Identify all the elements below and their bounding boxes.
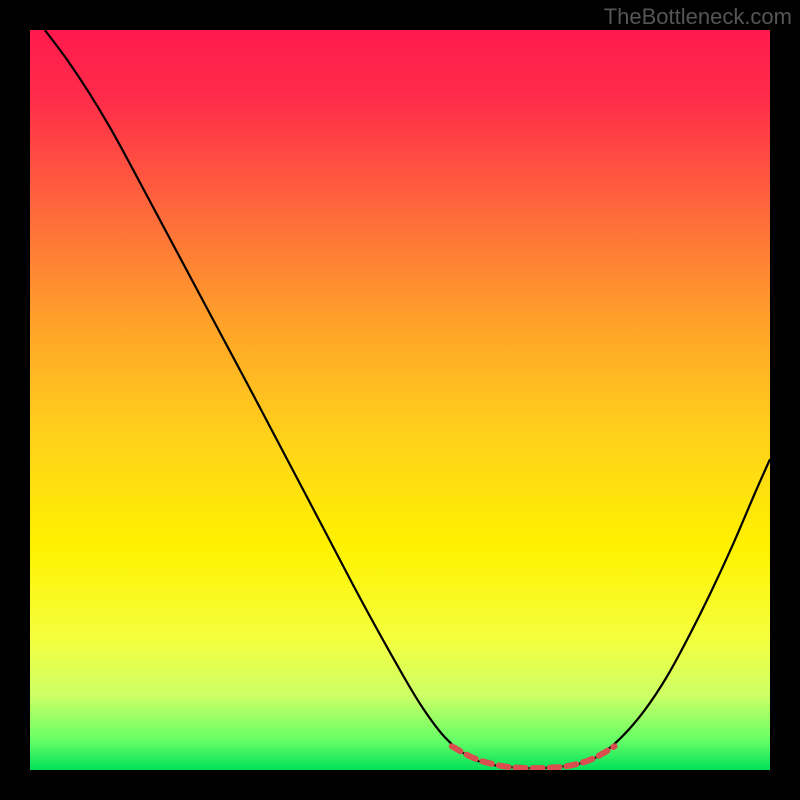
watermark-label: TheBottleneck.com: [604, 4, 792, 30]
plot-area: [30, 30, 770, 770]
chart-curve-layer: [30, 30, 770, 770]
bottleneck-curve: [45, 30, 770, 768]
optimal-range-highlight: [452, 746, 615, 768]
